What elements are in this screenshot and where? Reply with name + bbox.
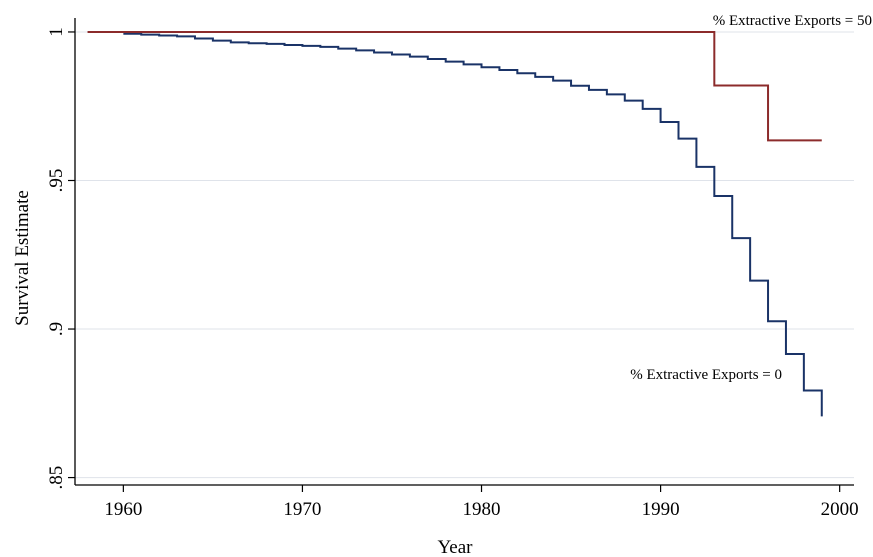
grid-lines	[75, 31, 854, 479]
x-axis-title: Year	[437, 537, 473, 557]
ticks: 1960 1970 1980 1990 2000 .85 .9 .95 1	[46, 27, 859, 520]
x-tick-label: 1990	[642, 499, 680, 520]
series-line-1	[87, 30, 822, 142]
y-tick-label: .85	[46, 466, 67, 490]
y-axis-title: Survival Estimate	[12, 190, 33, 326]
series-line-0	[123, 32, 823, 417]
x-tick-label: 1970	[283, 499, 321, 520]
axes	[74, 18, 854, 486]
x-tick-label: 1960	[104, 499, 142, 520]
y-tick-label: .95	[46, 169, 67, 193]
series-layer	[87, 30, 823, 417]
series-label-extractive-50: % Extractive Exports = 50	[713, 13, 872, 29]
x-tick-label: 2000	[821, 499, 859, 520]
y-tick-label: 1	[46, 27, 67, 37]
y-tick-label: .9	[46, 322, 67, 336]
x-tick-label: 1980	[463, 499, 501, 520]
series-label-extractive-0: % Extractive Exports = 0	[630, 367, 782, 383]
